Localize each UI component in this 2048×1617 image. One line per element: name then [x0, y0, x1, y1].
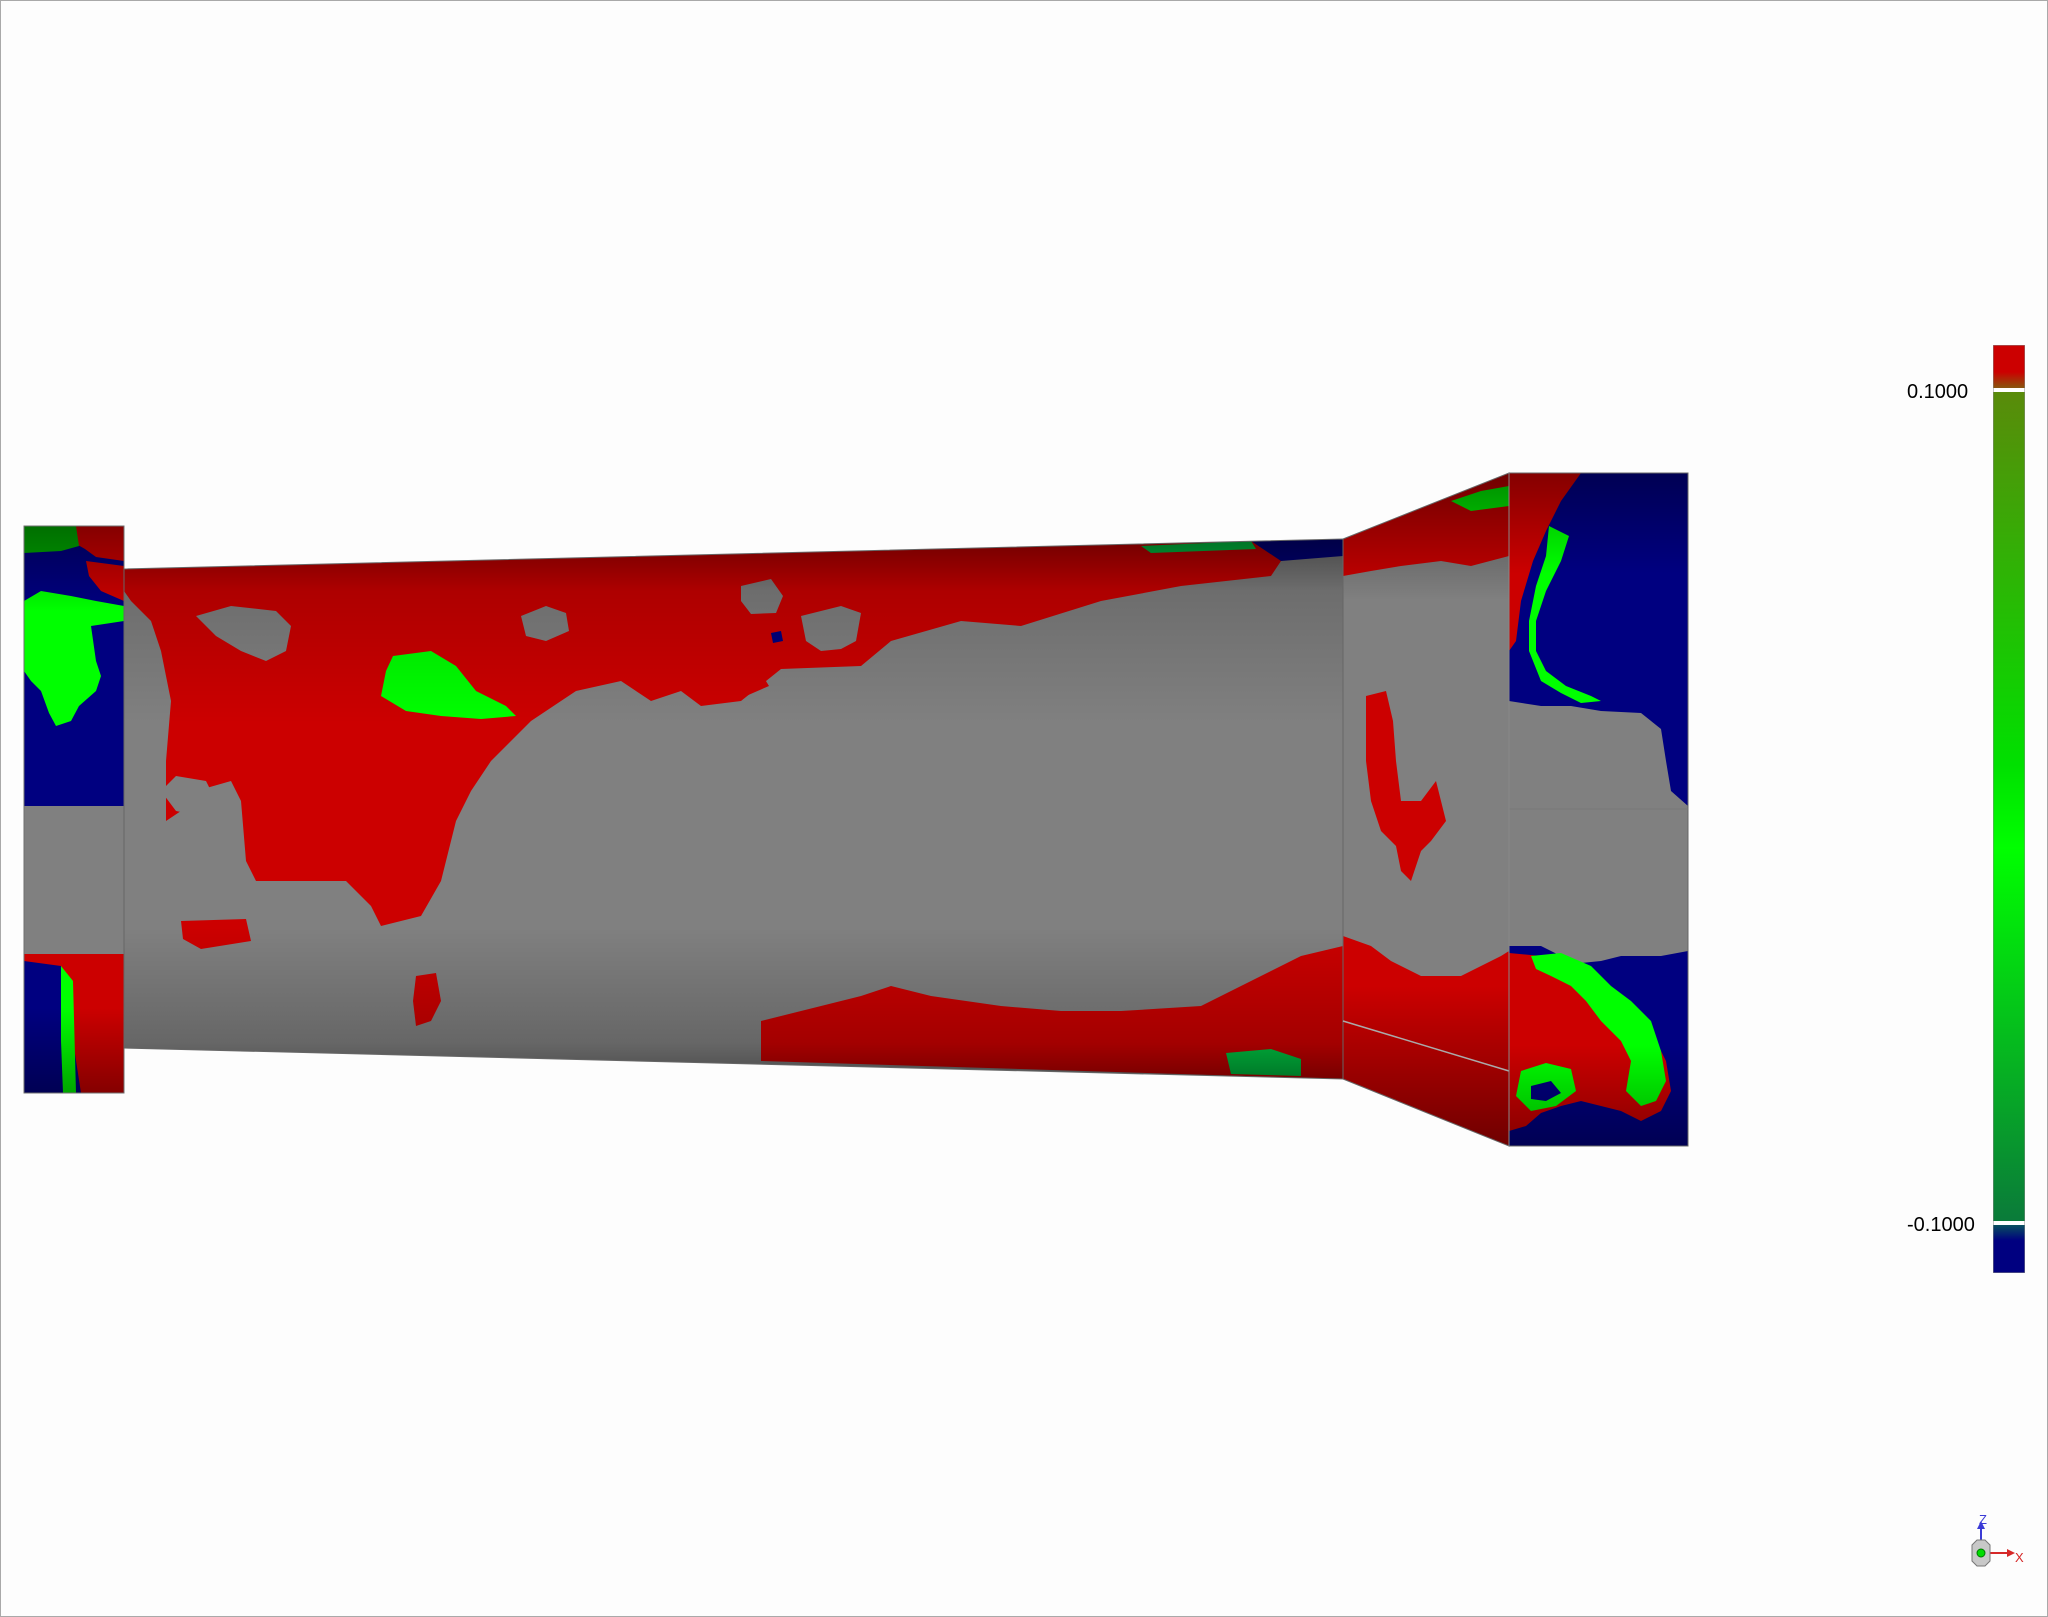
right-cap-section — [1509, 473, 1688, 1146]
legend-min-label: -0.1000 — [1907, 1214, 1975, 1236]
main-cylinder-section — [124, 539, 1343, 1079]
cone-transition-section — [1343, 473, 1509, 1146]
legend-max-label: 0.1000 — [1907, 381, 1969, 403]
triad-z-label: Z — [1979, 1512, 1987, 1527]
triad-x-label: X — [2015, 1550, 2024, 1565]
left-flange-section — [24, 526, 124, 1093]
orientation-triad-icon — [1971, 1521, 2015, 1567]
orientation-triad[interactable]: Z X — [1951, 1509, 2031, 1579]
deviation-color-legend — [1993, 345, 2025, 1273]
